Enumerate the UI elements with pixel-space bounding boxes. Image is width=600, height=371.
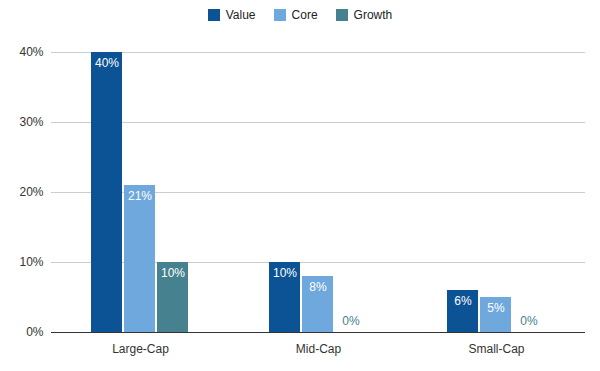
svg-text:Small-Cap: Small-Cap bbox=[468, 342, 524, 356]
svg-text:30%: 30% bbox=[19, 115, 43, 129]
svg-text:0%: 0% bbox=[520, 314, 538, 328]
svg-text:0%: 0% bbox=[342, 314, 360, 328]
svg-text:Mid-Cap: Mid-Cap bbox=[296, 342, 342, 356]
svg-text:Large-Cap: Large-Cap bbox=[112, 342, 169, 356]
svg-text:8%: 8% bbox=[309, 280, 327, 294]
svg-text:6%: 6% bbox=[454, 294, 472, 308]
svg-text:5%: 5% bbox=[487, 301, 505, 315]
svg-text:40%: 40% bbox=[19, 45, 43, 59]
svg-text:40%: 40% bbox=[95, 56, 119, 70]
html-text:Growth: Growth bbox=[353, 8, 393, 22]
svg-text:21%: 21% bbox=[128, 189, 152, 203]
svg-text:20%: 20% bbox=[19, 185, 43, 199]
svg-text:10%: 10% bbox=[273, 266, 297, 280]
svg-text:10%: 10% bbox=[161, 266, 185, 280]
svg-text:0%: 0% bbox=[26, 325, 44, 339]
svg-text:10%: 10% bbox=[19, 255, 43, 269]
html-text:Core: Core bbox=[291, 8, 318, 22]
html-text:Value: Value bbox=[225, 8, 256, 22]
